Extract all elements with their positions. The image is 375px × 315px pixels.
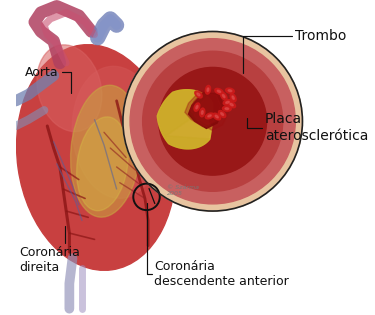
Ellipse shape xyxy=(222,106,231,111)
Ellipse shape xyxy=(37,45,102,132)
Ellipse shape xyxy=(219,111,226,117)
Ellipse shape xyxy=(228,101,236,108)
Polygon shape xyxy=(194,94,230,130)
Ellipse shape xyxy=(223,100,232,105)
Text: Coronária
direita: Coronária direita xyxy=(19,226,80,274)
Circle shape xyxy=(142,51,283,191)
Text: Placa
aterosclerótica: Placa aterosclerótica xyxy=(248,112,368,143)
Ellipse shape xyxy=(230,103,233,106)
Ellipse shape xyxy=(208,115,211,117)
Ellipse shape xyxy=(207,88,209,92)
Ellipse shape xyxy=(200,108,205,117)
Ellipse shape xyxy=(225,108,229,110)
Ellipse shape xyxy=(195,91,202,98)
Text: © Szárma
2005: © Szárma 2005 xyxy=(167,185,199,196)
Polygon shape xyxy=(185,91,221,127)
Text: Aorta: Aorta xyxy=(25,66,71,93)
Ellipse shape xyxy=(215,89,223,94)
Ellipse shape xyxy=(217,90,221,93)
Ellipse shape xyxy=(213,113,220,120)
Ellipse shape xyxy=(197,93,200,96)
Ellipse shape xyxy=(76,117,128,211)
Polygon shape xyxy=(190,89,226,125)
Ellipse shape xyxy=(196,105,198,109)
Circle shape xyxy=(159,67,267,175)
Ellipse shape xyxy=(228,90,232,92)
Text: Trombo: Trombo xyxy=(243,29,346,73)
Text: Coronária
descendente anterior: Coronária descendente anterior xyxy=(147,203,289,288)
Ellipse shape xyxy=(70,85,141,217)
Polygon shape xyxy=(188,93,224,129)
Ellipse shape xyxy=(220,112,224,116)
Ellipse shape xyxy=(16,45,176,270)
Circle shape xyxy=(123,32,303,211)
Ellipse shape xyxy=(194,103,200,111)
Ellipse shape xyxy=(215,115,218,118)
Ellipse shape xyxy=(206,113,214,119)
Polygon shape xyxy=(158,90,213,149)
Ellipse shape xyxy=(230,94,236,102)
Ellipse shape xyxy=(206,85,210,94)
Polygon shape xyxy=(158,90,213,149)
Ellipse shape xyxy=(201,111,203,114)
Ellipse shape xyxy=(72,66,161,198)
Ellipse shape xyxy=(220,92,227,100)
Circle shape xyxy=(130,39,295,204)
Ellipse shape xyxy=(226,101,229,103)
Ellipse shape xyxy=(232,96,234,100)
Ellipse shape xyxy=(222,94,225,98)
Ellipse shape xyxy=(226,88,234,93)
